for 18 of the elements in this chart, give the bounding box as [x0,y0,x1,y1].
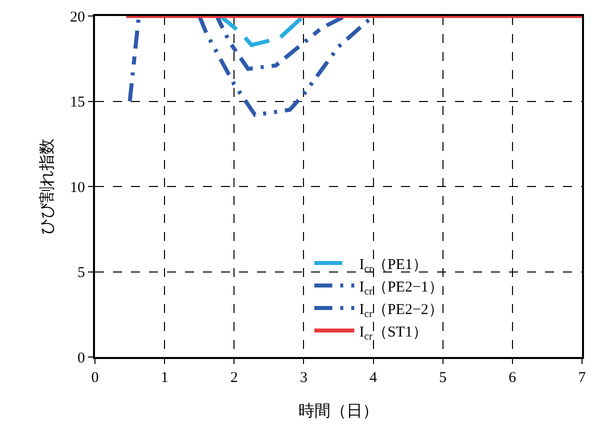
y-axis-title: ひび割れ指数 [38,138,56,234]
y-tick-label: 20 [70,9,85,26]
x-tick-label: 5 [439,370,447,386]
x-tick-label: 3 [300,370,308,386]
x-tick-label: 6 [508,370,517,386]
y-tick-label: 5 [78,265,85,281]
x-tick-label: 4 [370,370,378,386]
x-tick-label: 2 [230,370,238,386]
legend-label: I$_{cr}$（ST1） [359,324,428,343]
legend-label: I$_{cr}$（PE2−1） [359,279,444,298]
y-tick-label: 15 [70,94,85,110]
x-tick-label: 7 [578,370,586,386]
y-tick-label: 10 [70,180,85,196]
x-tick-label: 1 [160,370,168,386]
legend-label: I$_{cr}$（PE2−2） [359,302,444,320]
x-tick-label: 0 [91,370,99,386]
x-axis-title: 時間（日） [298,402,378,420]
y-tick-label: 0 [78,350,85,366]
